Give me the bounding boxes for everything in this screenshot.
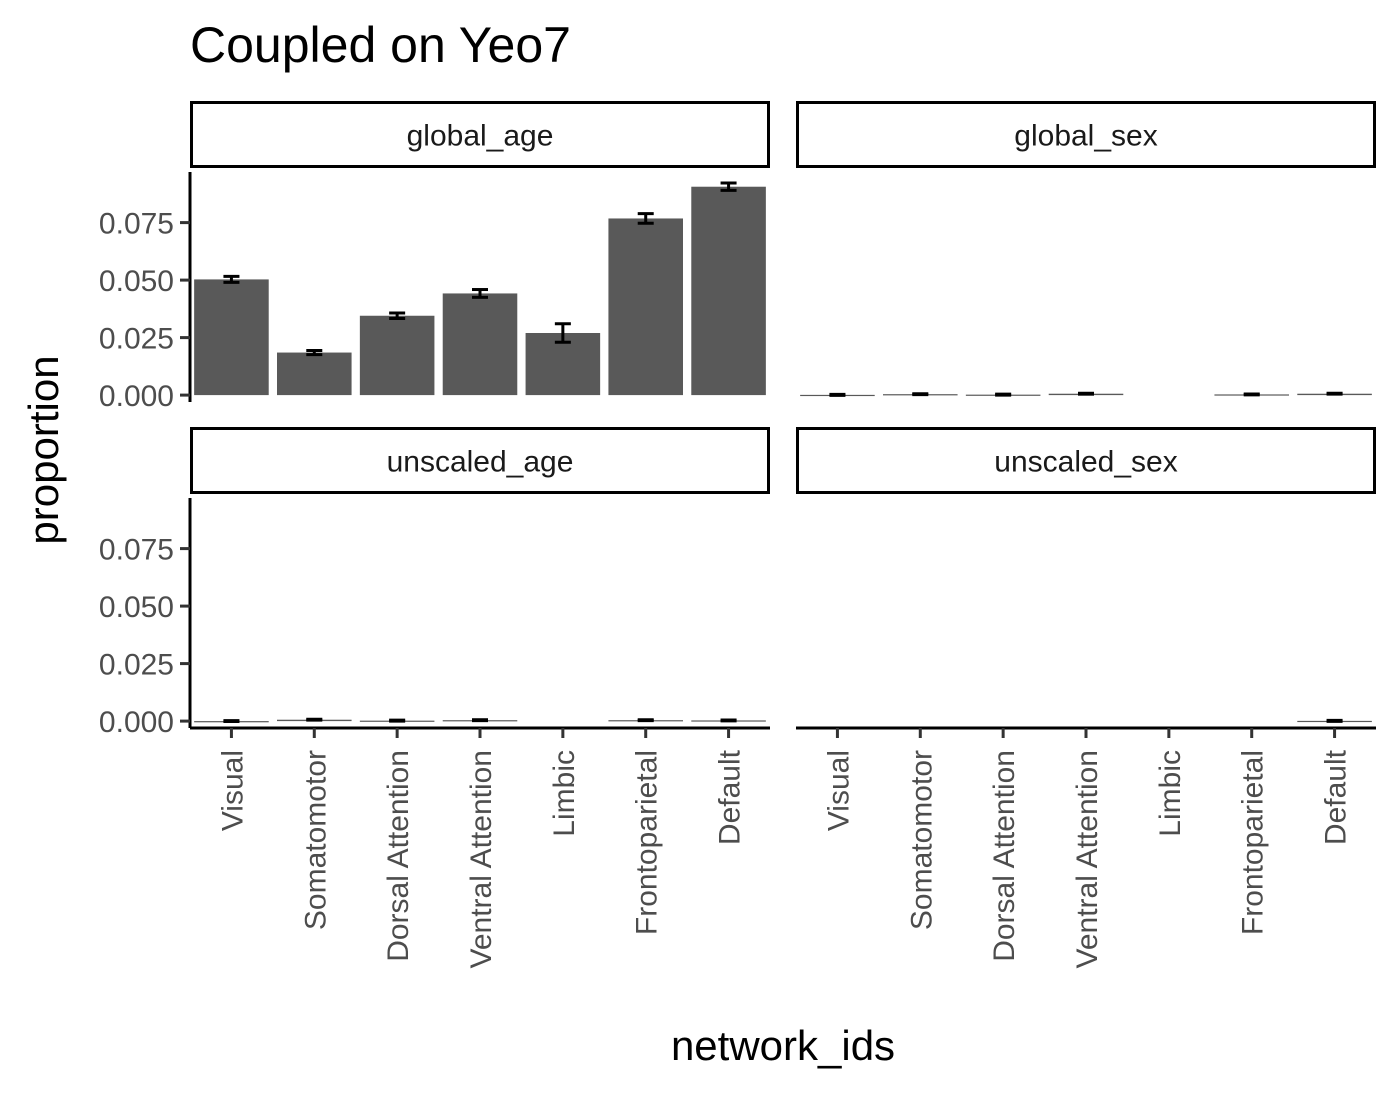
facet-strip xyxy=(796,101,1376,168)
y-tick-label: 0.025 xyxy=(99,323,174,356)
x-tick-label: Frontoparietal xyxy=(1237,750,1270,935)
bar xyxy=(608,218,683,396)
facet-strip xyxy=(190,427,770,494)
panel-global_sex: global_sex xyxy=(796,101,1376,397)
x-tick-label: Default xyxy=(1320,749,1353,845)
y-tick-label: 0.000 xyxy=(99,380,174,413)
y-tick-label: 0.075 xyxy=(99,208,174,241)
facet-strip-label: unscaled_age xyxy=(387,446,574,479)
x-tick-label: Somatomotor xyxy=(905,750,938,930)
x-tick-label: Somatomotor xyxy=(299,750,332,930)
y-tick-label: 0.000 xyxy=(99,706,174,739)
x-axis-title: network_ids xyxy=(671,1022,895,1069)
bar xyxy=(691,186,766,396)
x-tick-label: Ventral Attention xyxy=(1071,750,1104,969)
x-tick-label: Dorsal Attention xyxy=(988,750,1021,962)
bar xyxy=(277,352,352,396)
x-tick-label: Limbic xyxy=(548,750,581,837)
bar xyxy=(442,293,518,396)
bar xyxy=(194,279,269,396)
y-tick-label: 0.050 xyxy=(99,265,174,298)
panel-global_age: global_age 0.000 0.025 0.050 0.075 xyxy=(99,101,770,413)
x-tick-label: Ventral Attention xyxy=(465,750,498,969)
x-tick-label: Dorsal Attention xyxy=(382,750,415,962)
x-tick-label: Limbic xyxy=(1154,750,1187,837)
x-tick-label: Visual xyxy=(822,750,855,831)
y-tick-label: 0.025 xyxy=(99,649,174,682)
facet-strip xyxy=(796,427,1376,494)
x-tick-label: Frontoparietal xyxy=(631,750,664,935)
y-tick-label: 0.075 xyxy=(99,534,174,567)
facet-strip-label: global_sex xyxy=(1014,120,1157,153)
y-axis-title: proportion xyxy=(20,355,67,544)
x-tick-label: Visual xyxy=(216,750,249,831)
chart-title: Coupled on Yeo7 xyxy=(190,17,571,73)
facet-strip xyxy=(190,101,770,168)
y-tick-label: 0.050 xyxy=(99,591,174,624)
panel-unscaled_age: unscaled_age 0.000 0.025 0.050 0.075 Visual So… xyxy=(99,427,770,969)
panels-layer: global_age 0.000 0.025 0.050 0.075 global_sex… xyxy=(99,101,1376,969)
facet-strip-label: global_age xyxy=(407,120,554,153)
panel-unscaled_sex: unscaled_sex Visual Somatomotor Dorsal Atte… xyxy=(796,427,1376,969)
facet-strip-label: unscaled_sex xyxy=(994,446,1177,479)
x-tick-label: Default xyxy=(714,749,747,845)
bar xyxy=(359,315,435,396)
